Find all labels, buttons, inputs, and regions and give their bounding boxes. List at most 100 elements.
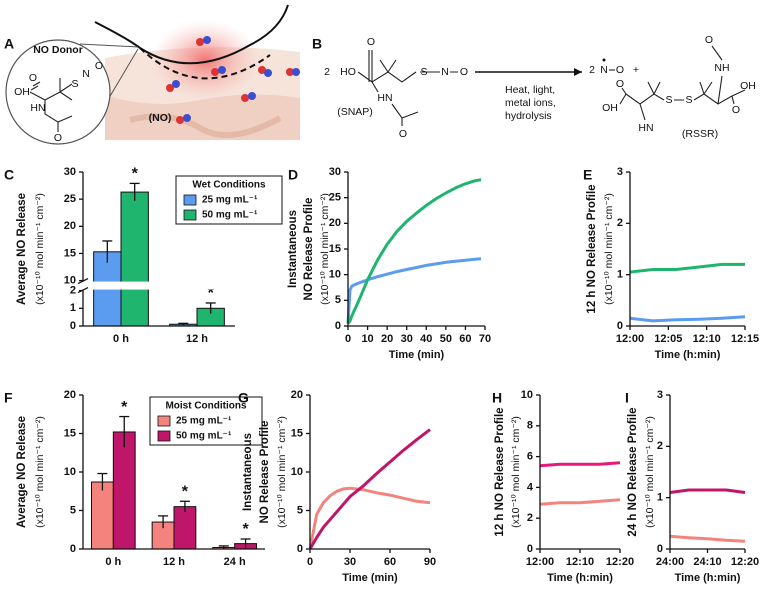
- significance: *: [132, 166, 139, 183]
- y-tick-label: 3: [617, 166, 623, 178]
- atom-label: NH: [714, 62, 729, 74]
- data-line: [669, 488, 746, 494]
- y-tick-label: 3: [657, 389, 663, 401]
- coefficient: 2: [589, 64, 595, 76]
- x-tick-label: 12:10: [693, 333, 721, 345]
- x-tick-label: 0 h: [113, 333, 129, 345]
- y-tick-label: 6: [527, 451, 533, 463]
- x-tick-label: 24:10: [693, 556, 721, 568]
- glow: [150, 20, 260, 100]
- y-tick-label: 0: [335, 320, 341, 332]
- panel-letter: I: [625, 390, 629, 406]
- atom-label: O: [460, 66, 468, 78]
- significance: *: [208, 285, 215, 302]
- panel-letter: A: [4, 36, 14, 52]
- y-tick-label: 30: [329, 166, 341, 178]
- legend-swatch: [157, 430, 171, 442]
- atom-label: HO: [340, 66, 356, 78]
- atom-label: O: [705, 34, 713, 46]
- x-tick-label: 12:00: [526, 556, 554, 568]
- compound-name: (RSSR): [682, 128, 718, 140]
- y-tick-label: 1: [657, 492, 663, 504]
- legend-label: 25 mg mL⁻¹: [176, 416, 232, 427]
- y-axis-label: 12 h NO Release Profile: [586, 184, 598, 313]
- y-axis-label: (x10⁻¹⁰ mol min⁻¹ cm⁻²): [34, 193, 46, 305]
- atom-label: S: [685, 94, 692, 106]
- atom-label: S: [420, 66, 427, 78]
- conditions: hydrolysis: [505, 110, 552, 122]
- atom-label: O: [29, 72, 37, 84]
- panel-letter: G: [238, 390, 249, 406]
- x-tick-label: 60: [459, 333, 471, 345]
- y-tick-label: 20: [291, 389, 303, 401]
- y-tick-label: 2: [617, 217, 623, 229]
- rssr-bonds: [619, 45, 746, 121]
- radical-dot: [602, 58, 606, 62]
- y-tick-label: 10: [64, 274, 76, 286]
- y-tick-label: 20: [64, 389, 76, 401]
- y-axis-label: Average NO Release: [16, 193, 28, 305]
- atom-label: O: [367, 36, 375, 48]
- y-axis-label: (x10⁻¹⁰ mol min⁻¹ cm⁻²): [276, 416, 288, 528]
- atom-label: O: [95, 60, 103, 72]
- bar: [120, 191, 149, 327]
- coefficient: 2: [324, 66, 330, 78]
- bar: [112, 431, 136, 550]
- y-tick-label: 0: [70, 320, 76, 332]
- y-tick-label: 30: [64, 166, 76, 178]
- panel-letter: H: [492, 390, 502, 406]
- panel-letter: D: [288, 167, 298, 183]
- atom-label: S: [71, 78, 78, 90]
- legend-label: 25 mg mL⁻¹: [202, 195, 258, 206]
- y-tick-label: 15: [64, 247, 76, 259]
- x-tick-label: 12 h: [163, 556, 185, 568]
- x-tick-label: 12:15: [731, 333, 759, 345]
- significance: *: [121, 399, 128, 416]
- y-tick-label: 0: [657, 543, 663, 555]
- break-mark: [77, 277, 89, 294]
- atom-label: O: [732, 104, 740, 116]
- y-axis-label: (x10⁻¹⁰ mol min⁻¹ cm⁻²): [319, 193, 331, 305]
- x-tick-label: 0: [345, 333, 351, 345]
- data-line: [308, 486, 431, 550]
- catheter: [94, 4, 289, 65]
- panel-b-art: [357, 45, 746, 126]
- y-axis-label: Average NO Release: [16, 416, 28, 528]
- atom-label: OH: [602, 102, 618, 114]
- y-axis-label: (x10⁻¹⁰ mol min⁻¹ cm⁻²): [510, 416, 522, 528]
- x-tick-label: 24 h: [224, 556, 246, 568]
- significance: *: [242, 521, 249, 538]
- y-tick-label: 20: [329, 217, 341, 229]
- legend-title: Moist Conditions: [165, 401, 247, 412]
- data-line: [669, 534, 746, 543]
- data-line: [308, 428, 431, 550]
- panel-letter: E: [583, 167, 592, 183]
- y-tick-label: 2: [70, 284, 76, 296]
- y-tick-label: 25: [64, 193, 76, 205]
- x-tick-label: 12:20: [731, 556, 759, 568]
- arrowhead: [574, 68, 582, 76]
- y-tick-label: 2: [527, 512, 533, 524]
- atom-label: N: [600, 64, 608, 76]
- axis-break-gap: [77, 281, 235, 290]
- y-tick-label: 15: [64, 427, 76, 439]
- catheter-dashed: [139, 47, 271, 80]
- atom-label: N: [441, 66, 449, 78]
- x-tick-label: 12:20: [606, 556, 634, 568]
- y-axis-label: (x10⁻¹⁰ mol min⁻¹ cm⁻²): [644, 416, 656, 528]
- x-tick-label: 12:05: [654, 333, 682, 345]
- y-axis-label: Instantaneous: [287, 210, 299, 288]
- snap-bonds: [357, 50, 458, 126]
- x-tick-label: 30: [344, 556, 356, 568]
- atom-label: (NO): [149, 112, 172, 124]
- no-molecules: [166, 36, 300, 124]
- plus: +: [633, 64, 639, 76]
- y-tick-label: 10: [521, 389, 533, 401]
- x-tick-label: 0 h: [105, 556, 121, 568]
- x-tick-label: 12 h: [186, 333, 208, 345]
- x-tick-label: 24:00: [656, 556, 684, 568]
- x-tick-label: 60: [384, 556, 396, 568]
- y-tick-label: 15: [329, 243, 341, 255]
- y-axis-label: (x10⁻¹⁰ mol min⁻¹ cm⁻²): [34, 416, 46, 528]
